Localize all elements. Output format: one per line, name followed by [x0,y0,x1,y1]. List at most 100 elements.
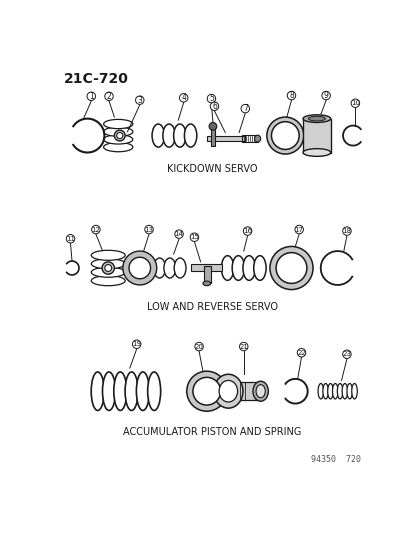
Ellipse shape [232,256,244,280]
Text: 14: 14 [174,231,183,237]
Circle shape [350,99,359,108]
Text: KICKDOWN SERVO: KICKDOWN SERVO [166,164,257,174]
Ellipse shape [302,149,330,156]
Text: 16: 16 [242,228,252,234]
Ellipse shape [103,119,133,128]
Ellipse shape [147,372,160,410]
Circle shape [104,92,113,101]
Circle shape [287,91,295,100]
Ellipse shape [129,257,150,279]
Ellipse shape [192,377,220,405]
Ellipse shape [302,115,330,123]
Circle shape [145,225,153,234]
Ellipse shape [164,258,175,278]
Text: 19: 19 [132,341,141,347]
Circle shape [240,104,249,113]
Circle shape [195,342,203,351]
Ellipse shape [91,372,104,410]
Ellipse shape [114,130,125,141]
Ellipse shape [322,384,328,399]
Text: 9: 9 [323,91,328,100]
Text: ACCUMULATOR PISTON AND SPRING: ACCUMULATOR PISTON AND SPRING [123,427,301,437]
Ellipse shape [102,262,114,274]
Text: 13: 13 [144,227,153,232]
Text: 2: 2 [107,92,111,101]
Ellipse shape [271,122,299,149]
Text: 18: 18 [342,228,351,234]
Circle shape [91,225,100,234]
Ellipse shape [116,133,123,139]
Ellipse shape [341,384,347,399]
Ellipse shape [269,246,312,289]
Ellipse shape [186,371,226,411]
Ellipse shape [308,116,325,121]
Text: 1: 1 [89,92,93,101]
Ellipse shape [103,127,133,136]
Bar [206,135,244,141]
Ellipse shape [153,258,165,278]
Text: 5: 5 [209,94,214,103]
Circle shape [297,349,305,357]
Circle shape [66,235,75,243]
Text: 15: 15 [190,234,198,240]
Text: 11: 11 [66,236,75,242]
Ellipse shape [253,256,266,280]
Bar [203,266,210,284]
Text: 12: 12 [91,227,100,232]
Ellipse shape [184,124,196,147]
Circle shape [190,233,198,241]
Ellipse shape [202,281,210,286]
Ellipse shape [123,251,157,285]
Circle shape [135,96,144,104]
Ellipse shape [104,264,112,271]
Text: 4: 4 [181,93,186,102]
Ellipse shape [254,135,260,142]
Text: 3: 3 [137,95,142,104]
Bar [302,119,330,152]
Circle shape [174,230,183,238]
Ellipse shape [91,251,125,260]
Ellipse shape [114,372,126,410]
Circle shape [209,123,216,130]
Text: 94350  720: 94350 720 [310,455,360,464]
Text: 23: 23 [342,351,351,357]
Ellipse shape [218,381,237,402]
Ellipse shape [351,384,356,399]
Ellipse shape [213,374,242,408]
Circle shape [342,350,350,359]
Circle shape [342,227,350,235]
Ellipse shape [242,256,255,280]
Circle shape [87,92,95,101]
Text: 8: 8 [288,91,293,100]
Circle shape [210,102,218,110]
Ellipse shape [327,384,332,399]
Circle shape [294,225,303,234]
Ellipse shape [91,267,125,277]
Ellipse shape [103,142,133,152]
Circle shape [243,227,251,235]
Ellipse shape [136,372,149,410]
Circle shape [239,342,247,351]
Bar [242,135,257,142]
Ellipse shape [102,372,115,410]
Text: LOW AND REVERSE SERVO: LOW AND REVERSE SERVO [146,302,277,311]
Ellipse shape [162,124,175,147]
Text: 21: 21 [239,344,247,350]
Circle shape [321,91,330,100]
Text: 21C-720: 21C-720 [64,72,128,86]
Ellipse shape [91,259,125,269]
Ellipse shape [317,384,323,399]
Text: 10: 10 [350,100,359,106]
Ellipse shape [174,258,185,278]
Circle shape [179,94,188,102]
Text: 6: 6 [211,102,216,111]
Ellipse shape [173,124,185,147]
Ellipse shape [252,381,268,401]
Text: 17: 17 [294,227,303,232]
Circle shape [132,340,140,349]
Ellipse shape [337,384,342,399]
Ellipse shape [103,135,133,144]
Ellipse shape [91,276,125,286]
Ellipse shape [266,117,303,154]
Ellipse shape [125,372,138,410]
